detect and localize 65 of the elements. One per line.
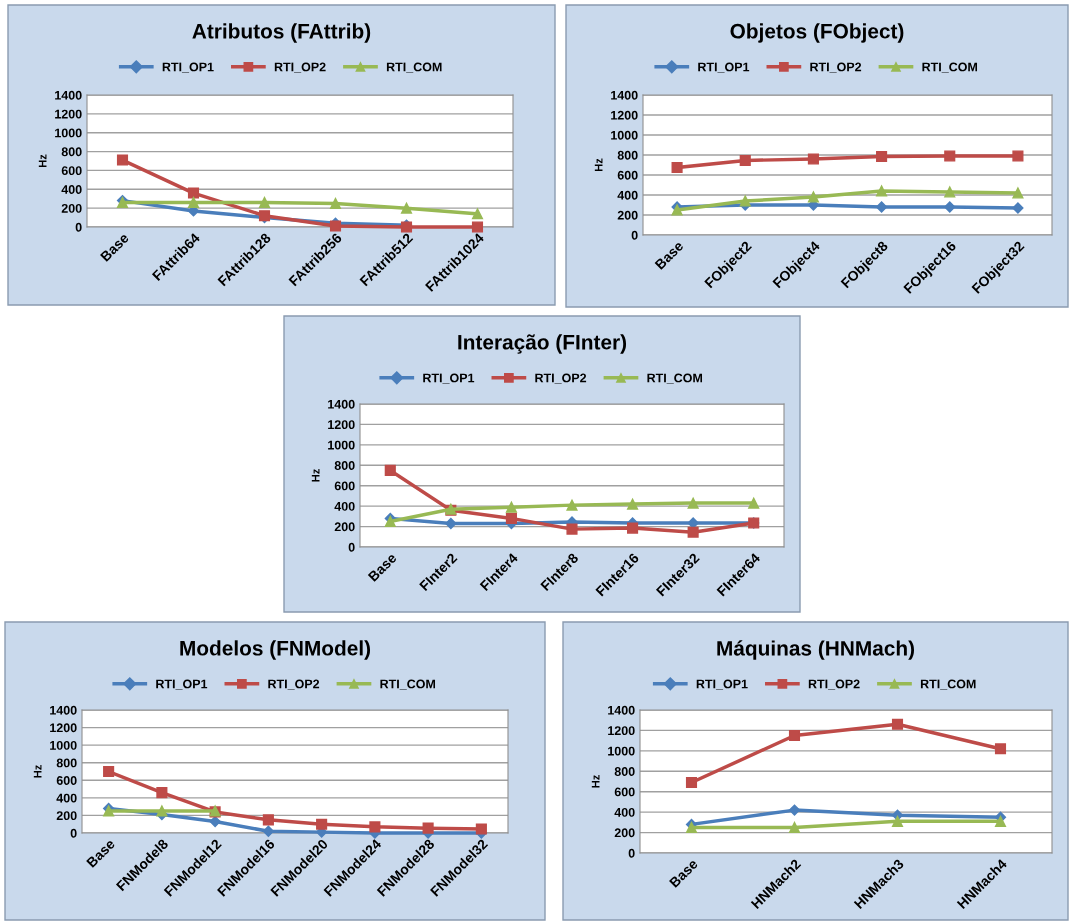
y-tick-label: 1000 (608, 746, 635, 756)
y-tick-label: 800 (61, 147, 82, 157)
chart-title: Objetos (FObject) (730, 23, 904, 43)
y-tick-label: 400 (61, 185, 82, 194)
y-tick-label: 600 (61, 166, 82, 176)
y-tick-label: 0 (628, 848, 635, 858)
y-tick-label: 200 (334, 522, 355, 532)
y-tick-label: 400 (614, 807, 635, 817)
legend-label: RTI_OP2 (535, 373, 587, 384)
legend-label: RTI_OP1 (156, 679, 208, 690)
y-axis-title: Hz (33, 765, 42, 778)
y-tick-label: 1200 (50, 723, 77, 733)
legend-label: RTI_OP1 (696, 679, 748, 690)
y-tick-label: 800 (334, 461, 355, 470)
y-tick-label: 1400 (328, 399, 355, 409)
legend-label: RTI_COM (920, 679, 976, 690)
y-tick-label: 800 (617, 150, 638, 160)
y-tick-label: 1400 (55, 90, 82, 100)
y-tick-label: 200 (61, 203, 82, 213)
y-tick-label: 1000 (328, 440, 355, 450)
legend-label: RTI_OP1 (162, 62, 214, 73)
chart-title: Máquinas (HNMach) (717, 640, 915, 660)
y-tick-label: 1200 (608, 726, 635, 736)
y-tick-label: 1200 (55, 109, 82, 119)
y-tick-label: 0 (75, 222, 82, 232)
y-tick-label: 200 (617, 210, 638, 220)
legend-label: RTI_OP2 (274, 62, 326, 73)
y-tick-label: 200 (614, 828, 635, 838)
legend-label: RTI_OP2 (810, 62, 862, 73)
legend-label: RTI_COM (647, 373, 703, 384)
legend-label: RTI_COM (386, 62, 442, 73)
legend-label: RTI_COM (380, 679, 436, 690)
y-axis-title: Hz (594, 158, 603, 172)
y-tick-label: 800 (614, 767, 635, 776)
y-tick-label: 600 (56, 776, 77, 785)
y-tick-label: 1000 (50, 740, 77, 750)
y-tick-label: 1200 (328, 420, 355, 430)
legend-label: RTI_OP2 (268, 679, 320, 690)
y-tick-label: 600 (614, 787, 635, 797)
y-tick-label: 0 (631, 230, 638, 240)
y-axis-title: Hz (591, 775, 600, 788)
y-tick-label: 400 (56, 793, 77, 803)
y-tick-label: 800 (56, 758, 77, 768)
y-tick-label: 200 (56, 811, 77, 821)
y-tick-label: 0 (348, 542, 355, 552)
legend-label: RTI_OP1 (423, 373, 475, 384)
y-tick-label: 600 (617, 170, 638, 180)
legend-label: RTI_OP1 (698, 62, 750, 73)
y-axis-title: Hz (311, 469, 320, 482)
y-tick-label: 400 (617, 190, 638, 200)
y-tick-label: 1400 (608, 705, 635, 715)
chart-title: Modelos (FNModel) (180, 640, 371, 660)
chart-title: Atributos (FAttrib) (192, 23, 371, 43)
y-tick-label: 600 (334, 481, 355, 491)
y-tick-label: 1000 (611, 130, 638, 140)
y-axis-title: Hz (38, 154, 47, 168)
y-tick-label: 400 (334, 501, 355, 511)
y-tick-label: 1400 (50, 705, 77, 715)
chart-title: Interação (FInter) (458, 334, 627, 354)
y-tick-label: 0 (70, 828, 77, 838)
legend-label: RTI_OP2 (808, 679, 860, 690)
y-tick-label: 1400 (611, 90, 638, 100)
y-tick-label: 1200 (611, 110, 638, 120)
y-tick-label: 1000 (55, 128, 82, 138)
legend-label: RTI_COM (922, 62, 978, 73)
